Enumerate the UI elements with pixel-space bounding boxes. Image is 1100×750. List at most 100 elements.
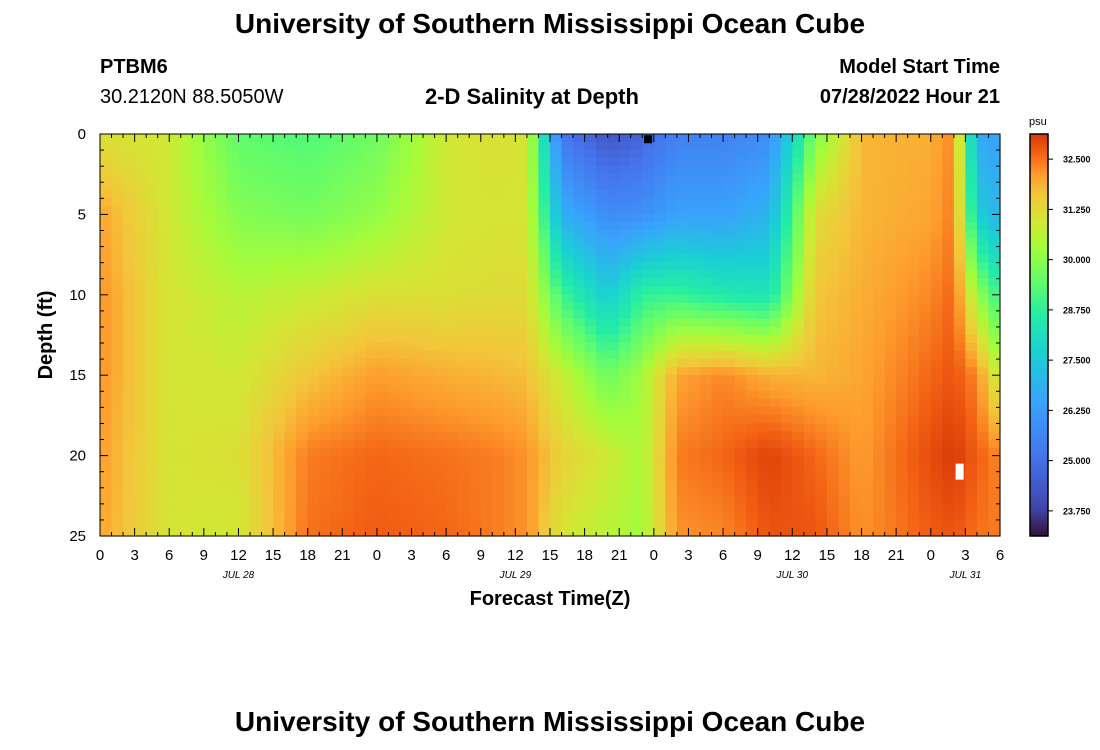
heatmap-cell: [919, 383, 932, 392]
heatmap-cell: [803, 326, 816, 336]
heatmap-cell: [146, 254, 159, 264]
heatmap-cell: [353, 495, 366, 505]
heatmap-cell: [838, 447, 851, 457]
heatmap-cell: [169, 294, 182, 304]
heatmap-cell: [515, 455, 528, 465]
heatmap-cell: [965, 423, 978, 433]
heatmap-cell: [480, 222, 493, 232]
heatmap-cell: [457, 286, 470, 296]
heatmap-cell: [330, 238, 343, 248]
heatmap-cell: [757, 447, 770, 457]
heatmap-cell: [123, 399, 136, 408]
heatmap-cell: [792, 351, 805, 360]
heatmap-cell: [746, 343, 759, 352]
heatmap-cell: [700, 463, 713, 473]
heatmap-cell: [792, 166, 805, 175]
heatmap-cell: [919, 270, 932, 280]
heatmap-cell: [826, 447, 840, 457]
heatmap-cell: [434, 519, 447, 529]
heatmap-cell: [988, 511, 1001, 521]
heatmap-cell: [434, 367, 447, 376]
heatmap-cell: [780, 375, 793, 384]
heatmap-cell: [261, 463, 274, 473]
heatmap-cell: [261, 359, 274, 368]
heatmap-cell: [400, 495, 413, 505]
heatmap-cell: [169, 359, 182, 368]
heatmap-cell: [850, 222, 863, 232]
heatmap-cell: [273, 335, 286, 344]
heatmap-cell: [296, 326, 309, 336]
heatmap-cell: [515, 511, 528, 521]
heatmap-cell: [307, 351, 320, 360]
heatmap-cell: [630, 367, 643, 376]
heatmap-cell: [123, 198, 136, 207]
heatmap-cell: [146, 262, 159, 272]
heatmap-cell: [803, 495, 816, 505]
heatmap-cell: [792, 302, 805, 312]
heatmap-cell: [953, 206, 966, 215]
heatmap-cell: [307, 222, 320, 232]
heatmap-cell: [630, 150, 643, 159]
heatmap-cell: [273, 150, 286, 159]
heatmap-cell: [446, 399, 459, 408]
heatmap-cell: [884, 351, 897, 360]
heatmap-cell: [365, 286, 378, 296]
colorbar-tick-label: 32.500: [1063, 155, 1091, 165]
heatmap-cell: [376, 391, 390, 400]
heatmap-cell: [861, 439, 874, 449]
heatmap-cell: [630, 262, 643, 272]
heatmap-cell: [942, 246, 955, 256]
heatmap-cell: [134, 367, 147, 376]
heatmap-cell: [596, 166, 609, 175]
heatmap-cell: [330, 326, 343, 336]
heatmap-cell: [376, 463, 390, 473]
heatmap-cell: [550, 343, 563, 352]
heatmap-cell: [192, 214, 205, 224]
heatmap-cell: [907, 479, 920, 489]
heatmap-cell: [573, 407, 586, 416]
heatmap-cell: [642, 455, 655, 465]
heatmap-cell: [561, 230, 574, 240]
heatmap-cell: [930, 134, 943, 143]
heatmap-cell: [469, 495, 482, 505]
heatmap-cell: [884, 391, 897, 400]
heatmap-cell: [596, 439, 609, 449]
heatmap-cell: [400, 343, 413, 352]
heatmap-cell: [815, 455, 828, 465]
heatmap-cell: [930, 359, 943, 368]
heatmap-cell: [330, 198, 343, 207]
heatmap-cell: [192, 262, 205, 272]
heatmap-cell: [630, 278, 643, 288]
heatmap-cell: [376, 190, 390, 199]
heatmap-cell: [953, 214, 966, 224]
heatmap-cell: [976, 174, 990, 183]
heatmap-cell: [492, 254, 505, 264]
heatmap-cell: [365, 455, 378, 465]
heatmap-cell: [353, 270, 366, 280]
heatmap-cell: [492, 495, 505, 505]
heatmap-cell: [480, 270, 493, 280]
heatmap-cell: [515, 527, 528, 537]
heatmap-cell: [319, 495, 332, 505]
heatmap-cell: [711, 503, 724, 513]
heatmap-cell: [642, 190, 655, 199]
heatmap-cell: [584, 158, 597, 167]
heatmap-cell: [815, 134, 828, 143]
heatmap-cell: [238, 359, 251, 368]
heatmap-cell: [365, 326, 378, 336]
heatmap-cell: [146, 519, 159, 529]
heatmap-cell: [930, 238, 943, 248]
heatmap-cell: [123, 431, 136, 441]
heatmap-cell: [942, 310, 955, 320]
heatmap-cell: [965, 262, 978, 272]
heatmap-cell: [826, 431, 840, 441]
heatmap-cell: [146, 190, 159, 199]
heatmap-cell: [111, 254, 124, 264]
heatmap-cell: [861, 495, 874, 505]
heatmap-cell: [976, 318, 990, 328]
heatmap-cell: [596, 479, 609, 489]
heatmap-cell: [111, 278, 124, 288]
heatmap-cell: [896, 150, 909, 159]
heatmap-cell: [642, 335, 655, 344]
heatmap-cell: [803, 206, 816, 215]
